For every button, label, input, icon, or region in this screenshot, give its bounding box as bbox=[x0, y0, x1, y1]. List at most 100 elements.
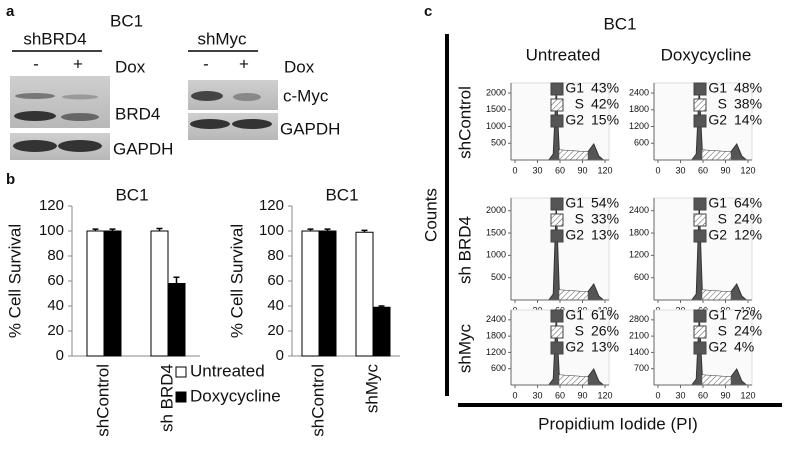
panel-label: a bbox=[6, 3, 15, 20]
phase-swatch bbox=[550, 229, 564, 243]
band-label: GAPDH bbox=[280, 119, 340, 138]
phase-name: G2 bbox=[708, 112, 727, 128]
phase-name: G1 bbox=[565, 195, 584, 211]
x-tick-label: 90 bbox=[720, 390, 730, 400]
x-tick-label: 90 bbox=[577, 390, 587, 400]
phase-name: G1 bbox=[565, 307, 584, 323]
phase-value: 13% bbox=[591, 227, 619, 243]
phase-swatch bbox=[550, 98, 564, 112]
phase-swatch bbox=[693, 114, 707, 128]
y-tick-label: 80 bbox=[267, 247, 284, 264]
y-tick-label: 600 bbox=[634, 138, 649, 148]
bar bbox=[355, 231, 374, 357]
y-tick-label: 1500 bbox=[486, 227, 506, 237]
y-tick-label: 500 bbox=[491, 272, 506, 282]
phase-name: S bbox=[575, 211, 584, 227]
bar bbox=[103, 230, 122, 357]
phase-name: G2 bbox=[565, 112, 584, 128]
x-tick-label: sh BRD4 bbox=[157, 364, 176, 432]
y-tick-label: 100 bbox=[39, 222, 64, 239]
lane-label: + bbox=[73, 54, 83, 73]
column-header: Doxycycline bbox=[661, 45, 752, 64]
panel-title: BC1 bbox=[603, 14, 636, 33]
bar bbox=[150, 230, 169, 357]
legend-swatch bbox=[175, 391, 187, 403]
phase-swatch bbox=[550, 341, 564, 355]
y-tick-label: 2000 bbox=[486, 205, 506, 215]
x-tick-label: 120 bbox=[740, 390, 755, 400]
phase-value: 13% bbox=[591, 339, 619, 355]
band bbox=[233, 93, 261, 101]
phase-value: 48% bbox=[734, 80, 762, 96]
y-tick-label: 2000 bbox=[486, 87, 506, 97]
error-bar bbox=[378, 305, 385, 308]
y-tick-label: 2800 bbox=[629, 314, 649, 324]
error-bar bbox=[92, 228, 99, 231]
y-tick-label: 40 bbox=[267, 297, 284, 314]
blot-header: shBRD4 bbox=[23, 29, 86, 48]
row-label: sh BRD4 bbox=[455, 216, 474, 284]
phase-name: S bbox=[575, 96, 584, 112]
error-bar bbox=[307, 228, 314, 231]
phase-value: 12% bbox=[734, 227, 762, 243]
y-tick-label: 600 bbox=[491, 363, 506, 373]
x-tick-label: shControl bbox=[93, 364, 112, 437]
band bbox=[15, 93, 55, 99]
phase-swatch bbox=[693, 325, 707, 339]
band bbox=[61, 113, 99, 121]
error-bar bbox=[361, 229, 368, 233]
error-bar bbox=[156, 227, 163, 231]
legend-label: Doxycycline bbox=[190, 386, 281, 405]
phase-swatch bbox=[550, 82, 564, 96]
band bbox=[191, 91, 223, 101]
s-phase bbox=[559, 375, 588, 385]
y-tick-label: 1800 bbox=[629, 104, 649, 114]
phase-name: G2 bbox=[565, 227, 584, 243]
s-phase bbox=[702, 150, 731, 160]
x-tick-label: 0 bbox=[512, 165, 517, 175]
y-tick-label: 2400 bbox=[486, 314, 506, 324]
blot-header: shMyc bbox=[197, 29, 247, 48]
y-tick-label: 40 bbox=[47, 297, 64, 314]
band bbox=[62, 94, 98, 100]
phase-swatch bbox=[550, 325, 564, 339]
bar bbox=[318, 230, 337, 357]
row-label: shControl bbox=[455, 86, 474, 159]
y-tick-label: 2100 bbox=[629, 330, 649, 340]
panel-title: BC1 bbox=[110, 11, 143, 30]
phase-value: 4% bbox=[734, 339, 754, 355]
phase-swatch bbox=[693, 229, 707, 243]
legend-label: Untreated bbox=[190, 361, 265, 380]
phase-name: S bbox=[718, 211, 727, 227]
band bbox=[13, 140, 57, 152]
x-tick-label: 30 bbox=[532, 390, 542, 400]
phase-value: 24% bbox=[734, 211, 762, 227]
phase-value: 26% bbox=[591, 323, 619, 339]
y-axis-title: % Cell Survival bbox=[227, 224, 246, 338]
y-tick-label: 0 bbox=[276, 347, 284, 364]
phase-value: 64% bbox=[734, 195, 762, 211]
bar bbox=[167, 283, 186, 357]
y-tick-label: 2400 bbox=[629, 87, 649, 97]
error-bar bbox=[173, 276, 180, 284]
y-tick-label: 0 bbox=[56, 347, 64, 364]
phase-swatch bbox=[693, 98, 707, 112]
band bbox=[190, 119, 230, 129]
y-tick-label: 500 bbox=[491, 138, 506, 148]
x-tick-label: 120 bbox=[740, 165, 755, 175]
x-tick-label: 30 bbox=[532, 165, 542, 175]
error-bar bbox=[324, 228, 331, 231]
band-label: c-Myc bbox=[283, 86, 329, 105]
bar bbox=[301, 230, 320, 357]
phase-value: 33% bbox=[591, 211, 619, 227]
s-phase bbox=[559, 150, 588, 160]
phase-name: S bbox=[718, 96, 727, 112]
y-tick-label: 2400 bbox=[629, 205, 649, 215]
phase-value: 72% bbox=[734, 307, 762, 323]
y-tick-label: 1500 bbox=[486, 104, 506, 114]
phase-swatch bbox=[550, 197, 564, 211]
phase-name: G1 bbox=[565, 80, 584, 96]
x-tick-label: 0 bbox=[512, 390, 517, 400]
y-tick-label: 1800 bbox=[629, 227, 649, 237]
